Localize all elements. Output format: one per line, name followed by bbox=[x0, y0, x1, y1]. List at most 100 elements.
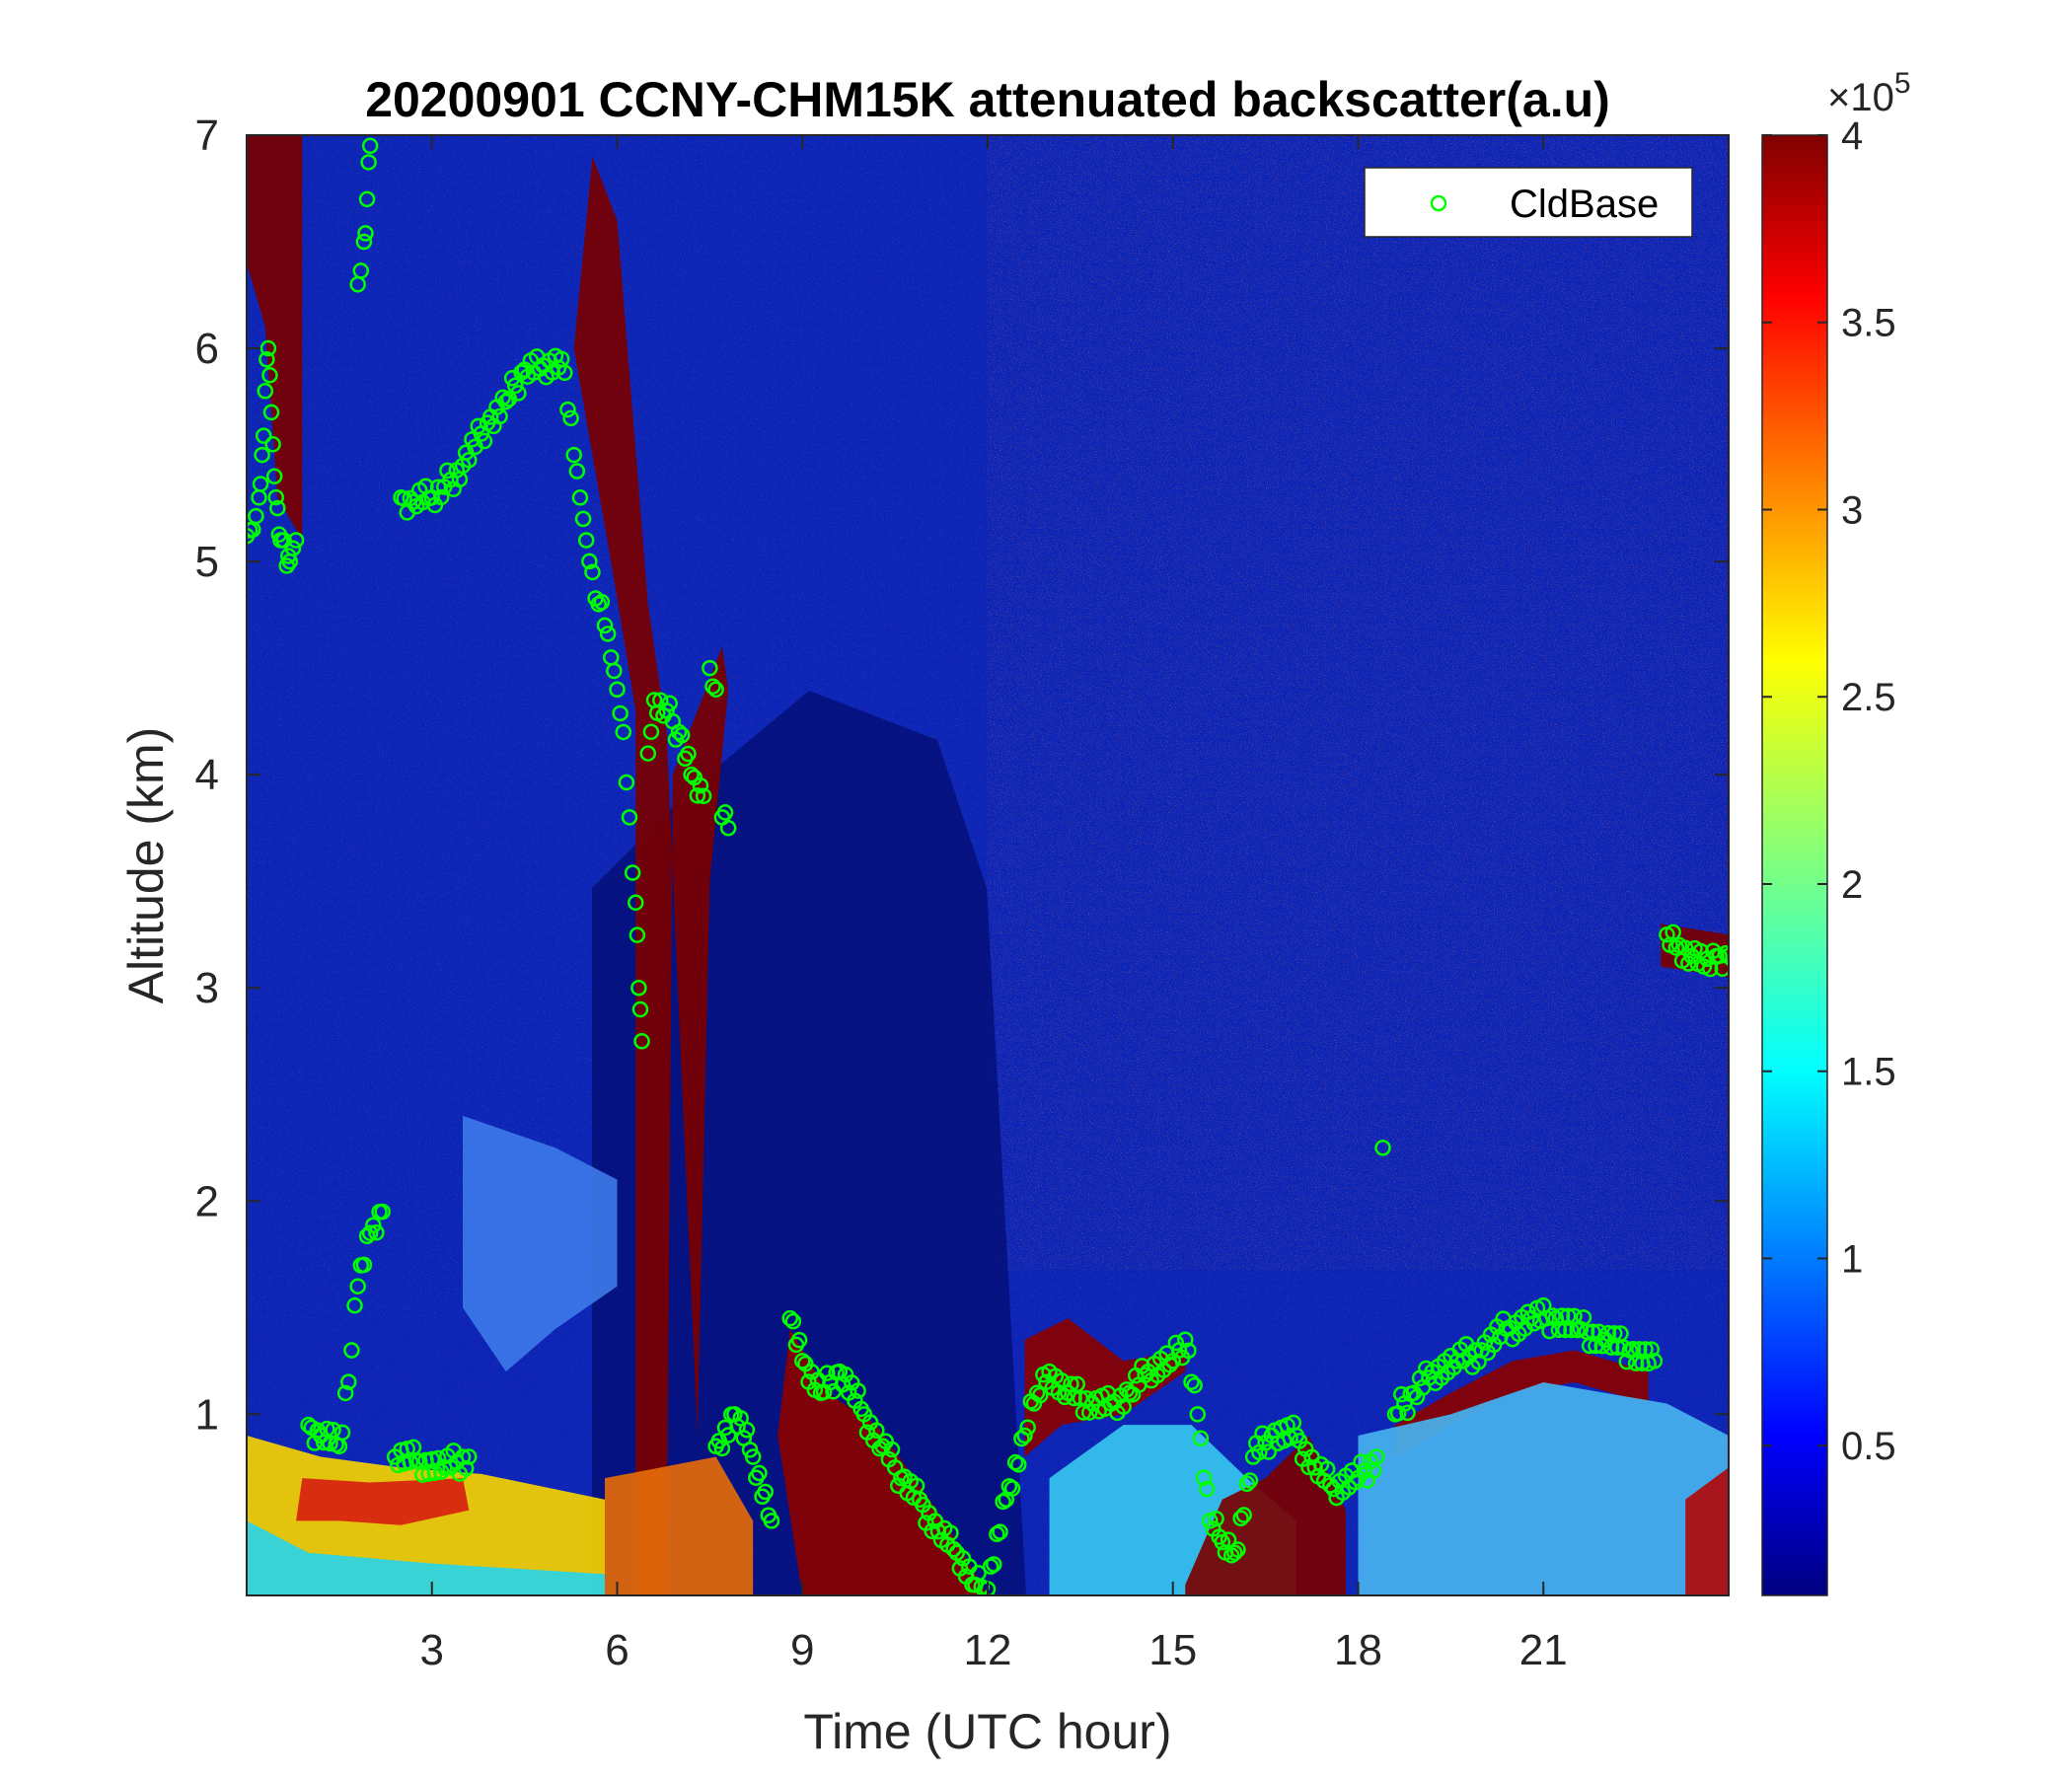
cldbase-marker bbox=[781, 1309, 798, 1327]
colorbar-exponent-prefix: ×10 bbox=[1827, 76, 1894, 119]
cldbase-marker bbox=[346, 1296, 363, 1314]
cldbase-marker bbox=[702, 659, 718, 677]
cldbase-marker bbox=[259, 351, 275, 368]
cldbase-marker bbox=[689, 787, 706, 804]
legend-label-cldbase: CldBase bbox=[1510, 183, 1659, 226]
cldbase-marker bbox=[1053, 1372, 1071, 1389]
cldbase-marker bbox=[630, 979, 647, 997]
cldbase-marker bbox=[1393, 1385, 1410, 1403]
y-tick-label: 3 bbox=[195, 964, 219, 1012]
cldbase-marker bbox=[1180, 1342, 1197, 1360]
cldbase-marker bbox=[470, 417, 486, 435]
cldbase-marker bbox=[584, 563, 601, 581]
cldbase-marker bbox=[751, 1464, 768, 1482]
cldbase-marker bbox=[361, 1224, 379, 1241]
cldbase-marker bbox=[562, 409, 579, 427]
cldbase-marker bbox=[1667, 939, 1685, 956]
cldbase-marker bbox=[713, 1440, 731, 1457]
cldbase-marker bbox=[1192, 1430, 1210, 1447]
colorbar: 0.5 1 1.5 2 2.5 3 3.5 4 ×105 bbox=[1761, 67, 1911, 1596]
cldbase-marker bbox=[704, 678, 721, 695]
cldbase-marker bbox=[1374, 1140, 1391, 1156]
cldbase-marker bbox=[1161, 1357, 1178, 1373]
cldbase-marker bbox=[461, 452, 478, 469]
cldbase-marker bbox=[757, 1483, 774, 1501]
cldbase-marker bbox=[497, 393, 515, 410]
cldbase-marker bbox=[621, 809, 638, 826]
cldbase-marker bbox=[1646, 1353, 1664, 1369]
x-tick-label: 9 bbox=[790, 1626, 814, 1674]
cldbase-marker bbox=[1717, 944, 1729, 962]
cldbase-marker bbox=[1010, 1456, 1027, 1473]
cldbase-marker bbox=[510, 385, 527, 402]
low-cloud-orange bbox=[604, 1456, 754, 1595]
cldbase-marker bbox=[609, 681, 626, 699]
x-axis-label: Time (UTC hour) bbox=[803, 1704, 1171, 1759]
cldbase-marker bbox=[683, 766, 700, 783]
cldbase-marker bbox=[358, 190, 376, 208]
colorbar-tick-label: 1.5 bbox=[1841, 1051, 1896, 1094]
cldbase-marker bbox=[1028, 1384, 1046, 1401]
cldbase-marker bbox=[618, 774, 635, 791]
cldbase-marker bbox=[744, 1448, 762, 1465]
cldbase-marker bbox=[287, 532, 305, 549]
boundary-layer-cyan-left bbox=[247, 1520, 605, 1595]
cldbase-marker bbox=[494, 389, 511, 407]
cldbase-marker bbox=[365, 1217, 382, 1233]
x-tick-label: 21 bbox=[1519, 1626, 1568, 1674]
cldbase-marker bbox=[457, 1460, 475, 1477]
cldbase-marker bbox=[624, 864, 641, 881]
boundary-layer-red-right bbox=[1685, 1467, 1729, 1595]
cldbase-marker bbox=[596, 617, 614, 634]
colorbar-tick-label: 0.5 bbox=[1841, 1425, 1896, 1468]
y-tick-label: 6 bbox=[195, 325, 219, 373]
cldbase-marker bbox=[252, 476, 269, 492]
cldbase-marker bbox=[1167, 1334, 1185, 1352]
cldbase-marker bbox=[1198, 1480, 1216, 1498]
cldbase-marker bbox=[1115, 1398, 1132, 1415]
cldbase-marker bbox=[343, 1342, 360, 1359]
cldbase-marker bbox=[361, 137, 379, 155]
cldbase-marker bbox=[1003, 1480, 1021, 1497]
cldbase-marker bbox=[942, 1524, 959, 1541]
legend: CldBase bbox=[1364, 167, 1693, 238]
cldbase-marker bbox=[1714, 960, 1729, 978]
cldbase-marker bbox=[670, 723, 688, 741]
y-axis: 1 2 3 4 5 6 7 bbox=[195, 111, 1729, 1439]
cldbase-marker bbox=[1229, 1541, 1246, 1558]
cldbase-marker bbox=[1470, 1354, 1487, 1370]
cldbase-marker bbox=[257, 383, 274, 400]
cldbase-marker bbox=[360, 154, 377, 171]
cldbase-marker bbox=[883, 1441, 901, 1458]
cldbase-marker bbox=[1541, 1322, 1558, 1340]
cldbase-marker bbox=[1318, 1460, 1336, 1478]
low-cloud-red-18 bbox=[1395, 1350, 1649, 1457]
colorbar-tick-label: 4 bbox=[1841, 114, 1863, 158]
cldbase-marker bbox=[1019, 1419, 1036, 1436]
boundary-layer-red-left bbox=[296, 1478, 470, 1525]
cldbase-marker bbox=[254, 446, 270, 464]
cldbase-marker bbox=[719, 1427, 737, 1443]
cldbase-marker bbox=[599, 626, 617, 642]
cldbase-marker bbox=[1189, 1406, 1207, 1423]
colorbar-tick-label: 2.5 bbox=[1841, 676, 1896, 719]
cldbase-marker bbox=[402, 1453, 419, 1471]
colorbar-bar bbox=[1761, 134, 1828, 1596]
y-tick-label: 7 bbox=[195, 111, 219, 160]
cldbase-marker bbox=[368, 1224, 385, 1241]
cldbase-marker bbox=[612, 704, 629, 722]
y-tick-label: 2 bbox=[195, 1177, 219, 1225]
cldbase-marker bbox=[945, 1540, 962, 1558]
cldbase-marker bbox=[593, 593, 611, 611]
x-tick-label: 12 bbox=[964, 1626, 1012, 1674]
cldbase-marker bbox=[336, 1384, 354, 1402]
cldbase-marker bbox=[1056, 1388, 1073, 1406]
cldbase-marker bbox=[568, 463, 586, 480]
cldbase-marker bbox=[1016, 1427, 1033, 1444]
x-tick-label: 18 bbox=[1334, 1626, 1382, 1674]
x-tick-label: 3 bbox=[420, 1626, 444, 1674]
cldbase-marker bbox=[1680, 955, 1697, 972]
cldbase-marker bbox=[1665, 924, 1681, 941]
cldbase-marker bbox=[1720, 947, 1729, 965]
